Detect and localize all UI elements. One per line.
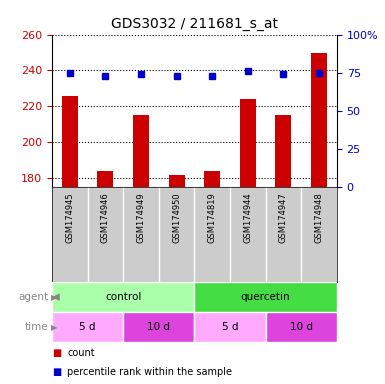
Text: agent: agent bbox=[18, 292, 48, 302]
Text: 5 d: 5 d bbox=[222, 322, 238, 332]
Bar bbox=[311, 53, 327, 187]
Bar bbox=[62, 96, 78, 187]
Bar bbox=[52, 282, 194, 312]
Bar bbox=[275, 115, 291, 187]
Text: 10 d: 10 d bbox=[290, 322, 313, 332]
Bar bbox=[240, 99, 256, 187]
Text: control: control bbox=[105, 292, 141, 302]
Text: GSM174947: GSM174947 bbox=[279, 192, 288, 243]
Bar bbox=[204, 171, 220, 187]
Text: GSM174944: GSM174944 bbox=[243, 192, 252, 243]
Text: time: time bbox=[25, 322, 48, 332]
Text: count: count bbox=[67, 348, 95, 358]
Bar bbox=[266, 312, 337, 342]
Text: percentile rank within the sample: percentile rank within the sample bbox=[67, 367, 233, 377]
Bar bbox=[123, 312, 194, 342]
Text: 5 d: 5 d bbox=[79, 322, 96, 332]
Bar bbox=[194, 312, 266, 342]
Bar bbox=[97, 171, 114, 187]
Text: GSM174819: GSM174819 bbox=[208, 192, 217, 243]
Bar bbox=[194, 282, 337, 312]
Text: GSM174948: GSM174948 bbox=[315, 192, 323, 243]
Text: quercetin: quercetin bbox=[241, 292, 290, 302]
Text: ▶: ▶ bbox=[51, 323, 57, 332]
Text: ■: ■ bbox=[52, 367, 61, 377]
Bar bbox=[133, 115, 149, 187]
Bar bbox=[52, 312, 123, 342]
Text: ▶: ▶ bbox=[51, 293, 57, 302]
Title: GDS3032 / 211681_s_at: GDS3032 / 211681_s_at bbox=[111, 17, 278, 31]
Text: GSM174945: GSM174945 bbox=[65, 192, 74, 243]
Text: GSM174946: GSM174946 bbox=[101, 192, 110, 243]
Text: ■: ■ bbox=[52, 348, 61, 358]
Text: 10 d: 10 d bbox=[147, 322, 170, 332]
Text: GSM174949: GSM174949 bbox=[137, 192, 146, 243]
Bar bbox=[169, 175, 185, 187]
Text: GSM174950: GSM174950 bbox=[172, 192, 181, 243]
